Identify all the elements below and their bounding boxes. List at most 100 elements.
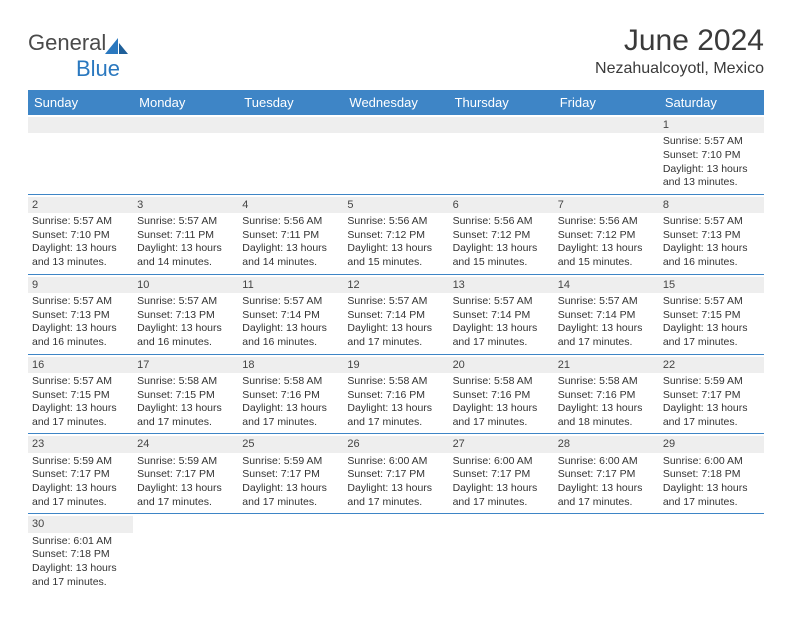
sunset-line: Sunset: 7:14 PM (347, 309, 444, 323)
sunrise-line: Sunrise: 5:57 AM (663, 135, 760, 149)
sunset-line: Sunset: 7:17 PM (242, 468, 339, 482)
daylight-line-2: and 14 minutes. (137, 256, 234, 270)
daylight-line-2: and 15 minutes. (347, 256, 444, 270)
day-number: 16 (28, 357, 133, 373)
daylight-line-1: Daylight: 13 hours (137, 242, 234, 256)
sunrise-line: Sunrise: 5:57 AM (558, 295, 655, 309)
sunrise-line: Sunrise: 5:58 AM (137, 375, 234, 389)
daylight-line-2: and 17 minutes. (453, 416, 550, 430)
daylight-line-1: Daylight: 13 hours (558, 242, 655, 256)
day-cell-empty (449, 514, 554, 593)
day-cell-empty (343, 115, 448, 194)
daylight-line-2: and 16 minutes. (242, 336, 339, 350)
daylight-line-2: and 13 minutes. (663, 176, 760, 190)
sunset-line: Sunset: 7:15 PM (32, 389, 129, 403)
day-cell: 5Sunrise: 5:56 AMSunset: 7:12 PMDaylight… (343, 195, 448, 274)
daylight-line-1: Daylight: 13 hours (137, 482, 234, 496)
day-number: 15 (659, 277, 764, 293)
sunrise-line: Sunrise: 6:00 AM (558, 455, 655, 469)
sail-icon (104, 35, 130, 53)
daylight-line-1: Daylight: 13 hours (558, 482, 655, 496)
sunrise-line: Sunrise: 5:58 AM (347, 375, 444, 389)
sunset-line: Sunset: 7:13 PM (663, 229, 760, 243)
day-number: 21 (554, 357, 659, 373)
day-cell: 24Sunrise: 5:59 AMSunset: 7:17 PMDayligh… (133, 434, 238, 513)
day-cell-empty (28, 115, 133, 194)
sunrise-line: Sunrise: 5:57 AM (32, 295, 129, 309)
brand-text: GeneralBlue (28, 30, 130, 82)
daylight-line-2: and 13 minutes. (32, 256, 129, 270)
empty-bar (133, 117, 238, 133)
sunset-line: Sunset: 7:16 PM (453, 389, 550, 403)
sunrise-line: Sunrise: 5:57 AM (137, 295, 234, 309)
day-cell: 6Sunrise: 5:56 AMSunset: 7:12 PMDaylight… (449, 195, 554, 274)
week-row: 1Sunrise: 5:57 AMSunset: 7:10 PMDaylight… (28, 115, 764, 194)
dow-cell: Monday (133, 90, 238, 115)
dow-cell: Thursday (449, 90, 554, 115)
day-number: 9 (28, 277, 133, 293)
empty-bar (449, 117, 554, 133)
sunset-line: Sunset: 7:18 PM (663, 468, 760, 482)
day-cell: 8Sunrise: 5:57 AMSunset: 7:13 PMDaylight… (659, 195, 764, 274)
day-cell: 4Sunrise: 5:56 AMSunset: 7:11 PMDaylight… (238, 195, 343, 274)
dow-cell: Saturday (659, 90, 764, 115)
day-number: 1 (659, 117, 764, 133)
daylight-line-1: Daylight: 13 hours (32, 482, 129, 496)
week-row: 2Sunrise: 5:57 AMSunset: 7:10 PMDaylight… (28, 195, 764, 274)
day-cell: 23Sunrise: 5:59 AMSunset: 7:17 PMDayligh… (28, 434, 133, 513)
sunset-line: Sunset: 7:17 PM (347, 468, 444, 482)
sunset-line: Sunset: 7:17 PM (453, 468, 550, 482)
day-number: 18 (238, 357, 343, 373)
daylight-line-1: Daylight: 13 hours (137, 402, 234, 416)
sunset-line: Sunset: 7:12 PM (453, 229, 550, 243)
dow-cell: Sunday (28, 90, 133, 115)
day-cell-empty (449, 115, 554, 194)
day-cell-empty (343, 514, 448, 593)
day-number: 19 (343, 357, 448, 373)
daylight-line-1: Daylight: 13 hours (663, 242, 760, 256)
sunset-line: Sunset: 7:13 PM (137, 309, 234, 323)
daylight-line-2: and 16 minutes. (32, 336, 129, 350)
sunrise-line: Sunrise: 5:57 AM (242, 295, 339, 309)
day-cell: 17Sunrise: 5:58 AMSunset: 7:15 PMDayligh… (133, 355, 238, 434)
day-cell: 7Sunrise: 5:56 AMSunset: 7:12 PMDaylight… (554, 195, 659, 274)
day-cell: 2Sunrise: 5:57 AMSunset: 7:10 PMDaylight… (28, 195, 133, 274)
empty-bar (343, 117, 448, 133)
day-cell: 13Sunrise: 5:57 AMSunset: 7:14 PMDayligh… (449, 275, 554, 354)
dow-row: SundayMondayTuesdayWednesdayThursdayFrid… (28, 90, 764, 115)
sunset-line: Sunset: 7:11 PM (137, 229, 234, 243)
day-cell: 3Sunrise: 5:57 AMSunset: 7:11 PMDaylight… (133, 195, 238, 274)
sunset-line: Sunset: 7:17 PM (32, 468, 129, 482)
day-cell: 20Sunrise: 5:58 AMSunset: 7:16 PMDayligh… (449, 355, 554, 434)
daylight-line-1: Daylight: 13 hours (558, 402, 655, 416)
daylight-line-1: Daylight: 13 hours (137, 322, 234, 336)
sunset-line: Sunset: 7:17 PM (558, 468, 655, 482)
day-cell-empty (554, 514, 659, 593)
sunset-line: Sunset: 7:14 PM (453, 309, 550, 323)
empty-bar (28, 117, 133, 133)
sunrise-line: Sunrise: 5:58 AM (453, 375, 550, 389)
sunset-line: Sunset: 7:10 PM (663, 149, 760, 163)
weeks-container: 1Sunrise: 5:57 AMSunset: 7:10 PMDaylight… (28, 115, 764, 593)
week-row: 9Sunrise: 5:57 AMSunset: 7:13 PMDaylight… (28, 275, 764, 354)
daylight-line-1: Daylight: 13 hours (663, 402, 760, 416)
sunrise-line: Sunrise: 5:56 AM (558, 215, 655, 229)
daylight-line-2: and 17 minutes. (347, 416, 444, 430)
day-cell: 22Sunrise: 5:59 AMSunset: 7:17 PMDayligh… (659, 355, 764, 434)
day-number: 2 (28, 197, 133, 213)
sunrise-line: Sunrise: 5:57 AM (663, 215, 760, 229)
empty-bar (238, 117, 343, 133)
daylight-line-2: and 17 minutes. (453, 496, 550, 510)
day-number: 22 (659, 357, 764, 373)
day-cell: 27Sunrise: 6:00 AMSunset: 7:17 PMDayligh… (449, 434, 554, 513)
daylight-line-1: Daylight: 13 hours (453, 242, 550, 256)
day-number: 27 (449, 436, 554, 452)
daylight-line-1: Daylight: 13 hours (453, 482, 550, 496)
day-cell: 21Sunrise: 5:58 AMSunset: 7:16 PMDayligh… (554, 355, 659, 434)
daylight-line-2: and 15 minutes. (453, 256, 550, 270)
sunset-line: Sunset: 7:18 PM (32, 548, 129, 562)
day-number: 12 (343, 277, 448, 293)
sunrise-line: Sunrise: 5:58 AM (558, 375, 655, 389)
day-number: 3 (133, 197, 238, 213)
page: GeneralBlue June 2024 Nezahualcoyotl, Me… (0, 0, 792, 617)
